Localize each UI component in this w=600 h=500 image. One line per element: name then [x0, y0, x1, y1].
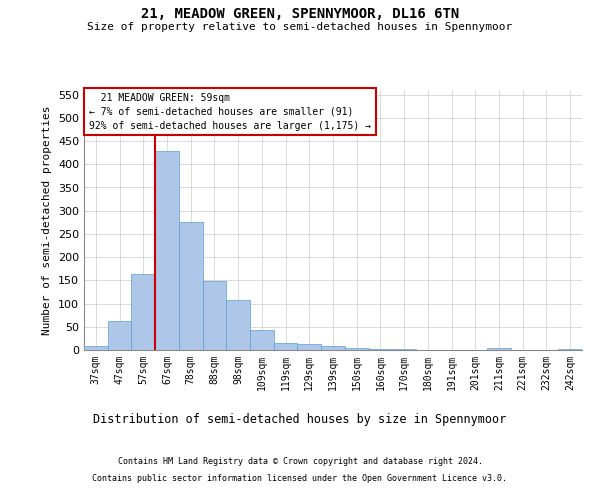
Bar — [108, 321, 131, 350]
Bar — [155, 152, 179, 350]
Bar — [84, 346, 108, 350]
Y-axis label: Number of semi-detached properties: Number of semi-detached properties — [43, 106, 52, 335]
Bar — [558, 349, 582, 350]
Text: Distribution of semi-detached houses by size in Spennymoor: Distribution of semi-detached houses by … — [94, 412, 506, 426]
Bar — [179, 222, 203, 350]
Bar — [203, 282, 226, 350]
Text: Contains public sector information licensed under the Open Government Licence v3: Contains public sector information licen… — [92, 474, 508, 483]
Bar — [274, 343, 298, 350]
Bar — [321, 346, 345, 350]
Bar — [392, 349, 416, 350]
Text: 21 MEADOW GREEN: 59sqm
← 7% of semi-detached houses are smaller (91)
92% of semi: 21 MEADOW GREEN: 59sqm ← 7% of semi-deta… — [89, 92, 371, 130]
Bar — [298, 344, 321, 350]
Bar — [487, 348, 511, 350]
Text: 21, MEADOW GREEN, SPENNYMOOR, DL16 6TN: 21, MEADOW GREEN, SPENNYMOOR, DL16 6TN — [141, 8, 459, 22]
Text: Size of property relative to semi-detached houses in Spennymoor: Size of property relative to semi-detach… — [88, 22, 512, 32]
Bar — [250, 330, 274, 350]
Bar — [226, 300, 250, 350]
Bar — [131, 274, 155, 350]
Text: Contains HM Land Registry data © Crown copyright and database right 2024.: Contains HM Land Registry data © Crown c… — [118, 458, 482, 466]
Bar — [368, 348, 392, 350]
Bar — [345, 348, 368, 350]
